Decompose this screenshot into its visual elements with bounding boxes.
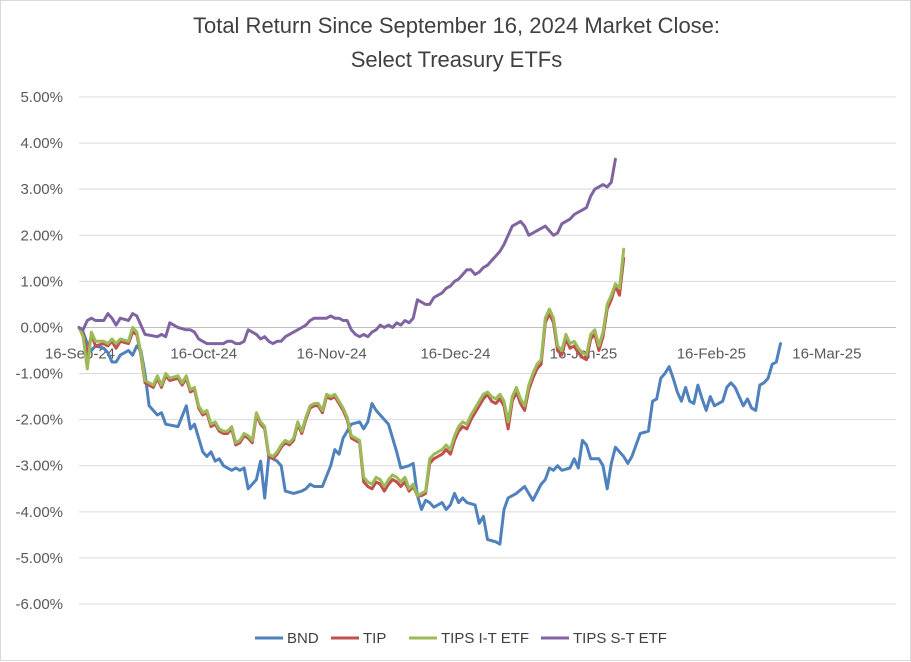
series-layer <box>77 157 782 546</box>
y-tick-label: -3.00% <box>15 458 63 475</box>
x-tick-label: 16-Nov-24 <box>297 345 367 362</box>
x-tick-label: 16-Mar-25 <box>792 345 861 362</box>
x-tick-label: 16-Oct-24 <box>170 345 237 362</box>
series-line-bnd <box>77 326 782 546</box>
y-tick-label: -6.00% <box>15 596 63 613</box>
y-tick-label: -1.00% <box>15 366 63 383</box>
series-line-tips-s-t-etf <box>77 157 617 346</box>
y-axis: 5.00% 4.00% 3.00% 2.00% 1.00% 0.00% -1.00% -2.0… <box>15 89 63 613</box>
legend-label: BND <box>287 630 319 647</box>
y-tick-label: 0.00% <box>20 319 63 336</box>
legend-label: TIPS S-T ETF <box>573 630 667 647</box>
y-tick-label: 1.00% <box>20 273 63 290</box>
legend: BND TIP TIPS I-T ETF TIPS S-T ETF <box>255 630 667 647</box>
y-tick-label: -5.00% <box>15 550 63 567</box>
x-tick-label: 16-Sep-24 <box>45 345 115 362</box>
chart-title: Total Return Since September 16, 2024 Ma… <box>192 13 721 38</box>
x-axis: 16-Sep-24 16-Oct-24 16-Nov-24 16-Dec-24 16-J… <box>45 326 896 362</box>
series-line-tips-i-t-etf <box>77 247 626 498</box>
y-tick-label: -2.00% <box>15 412 63 429</box>
x-tick-label: 16-Feb-25 <box>677 345 746 362</box>
legend-label: TIPS I-T ETF <box>441 630 529 647</box>
y-tick-label: 4.00% <box>20 135 63 152</box>
x-tick-label: 16-Dec-24 <box>420 345 490 362</box>
y-tick-label: 2.00% <box>20 227 63 244</box>
y-tick-label: -4.00% <box>15 504 63 521</box>
series-line-tip <box>77 256 626 498</box>
y-tick-label: 5.00% <box>20 89 63 106</box>
legend-label: TIP <box>363 630 386 647</box>
chart-subtitle: Select Treasury ETFs <box>350 47 563 72</box>
y-tick-label: 3.00% <box>20 181 63 198</box>
